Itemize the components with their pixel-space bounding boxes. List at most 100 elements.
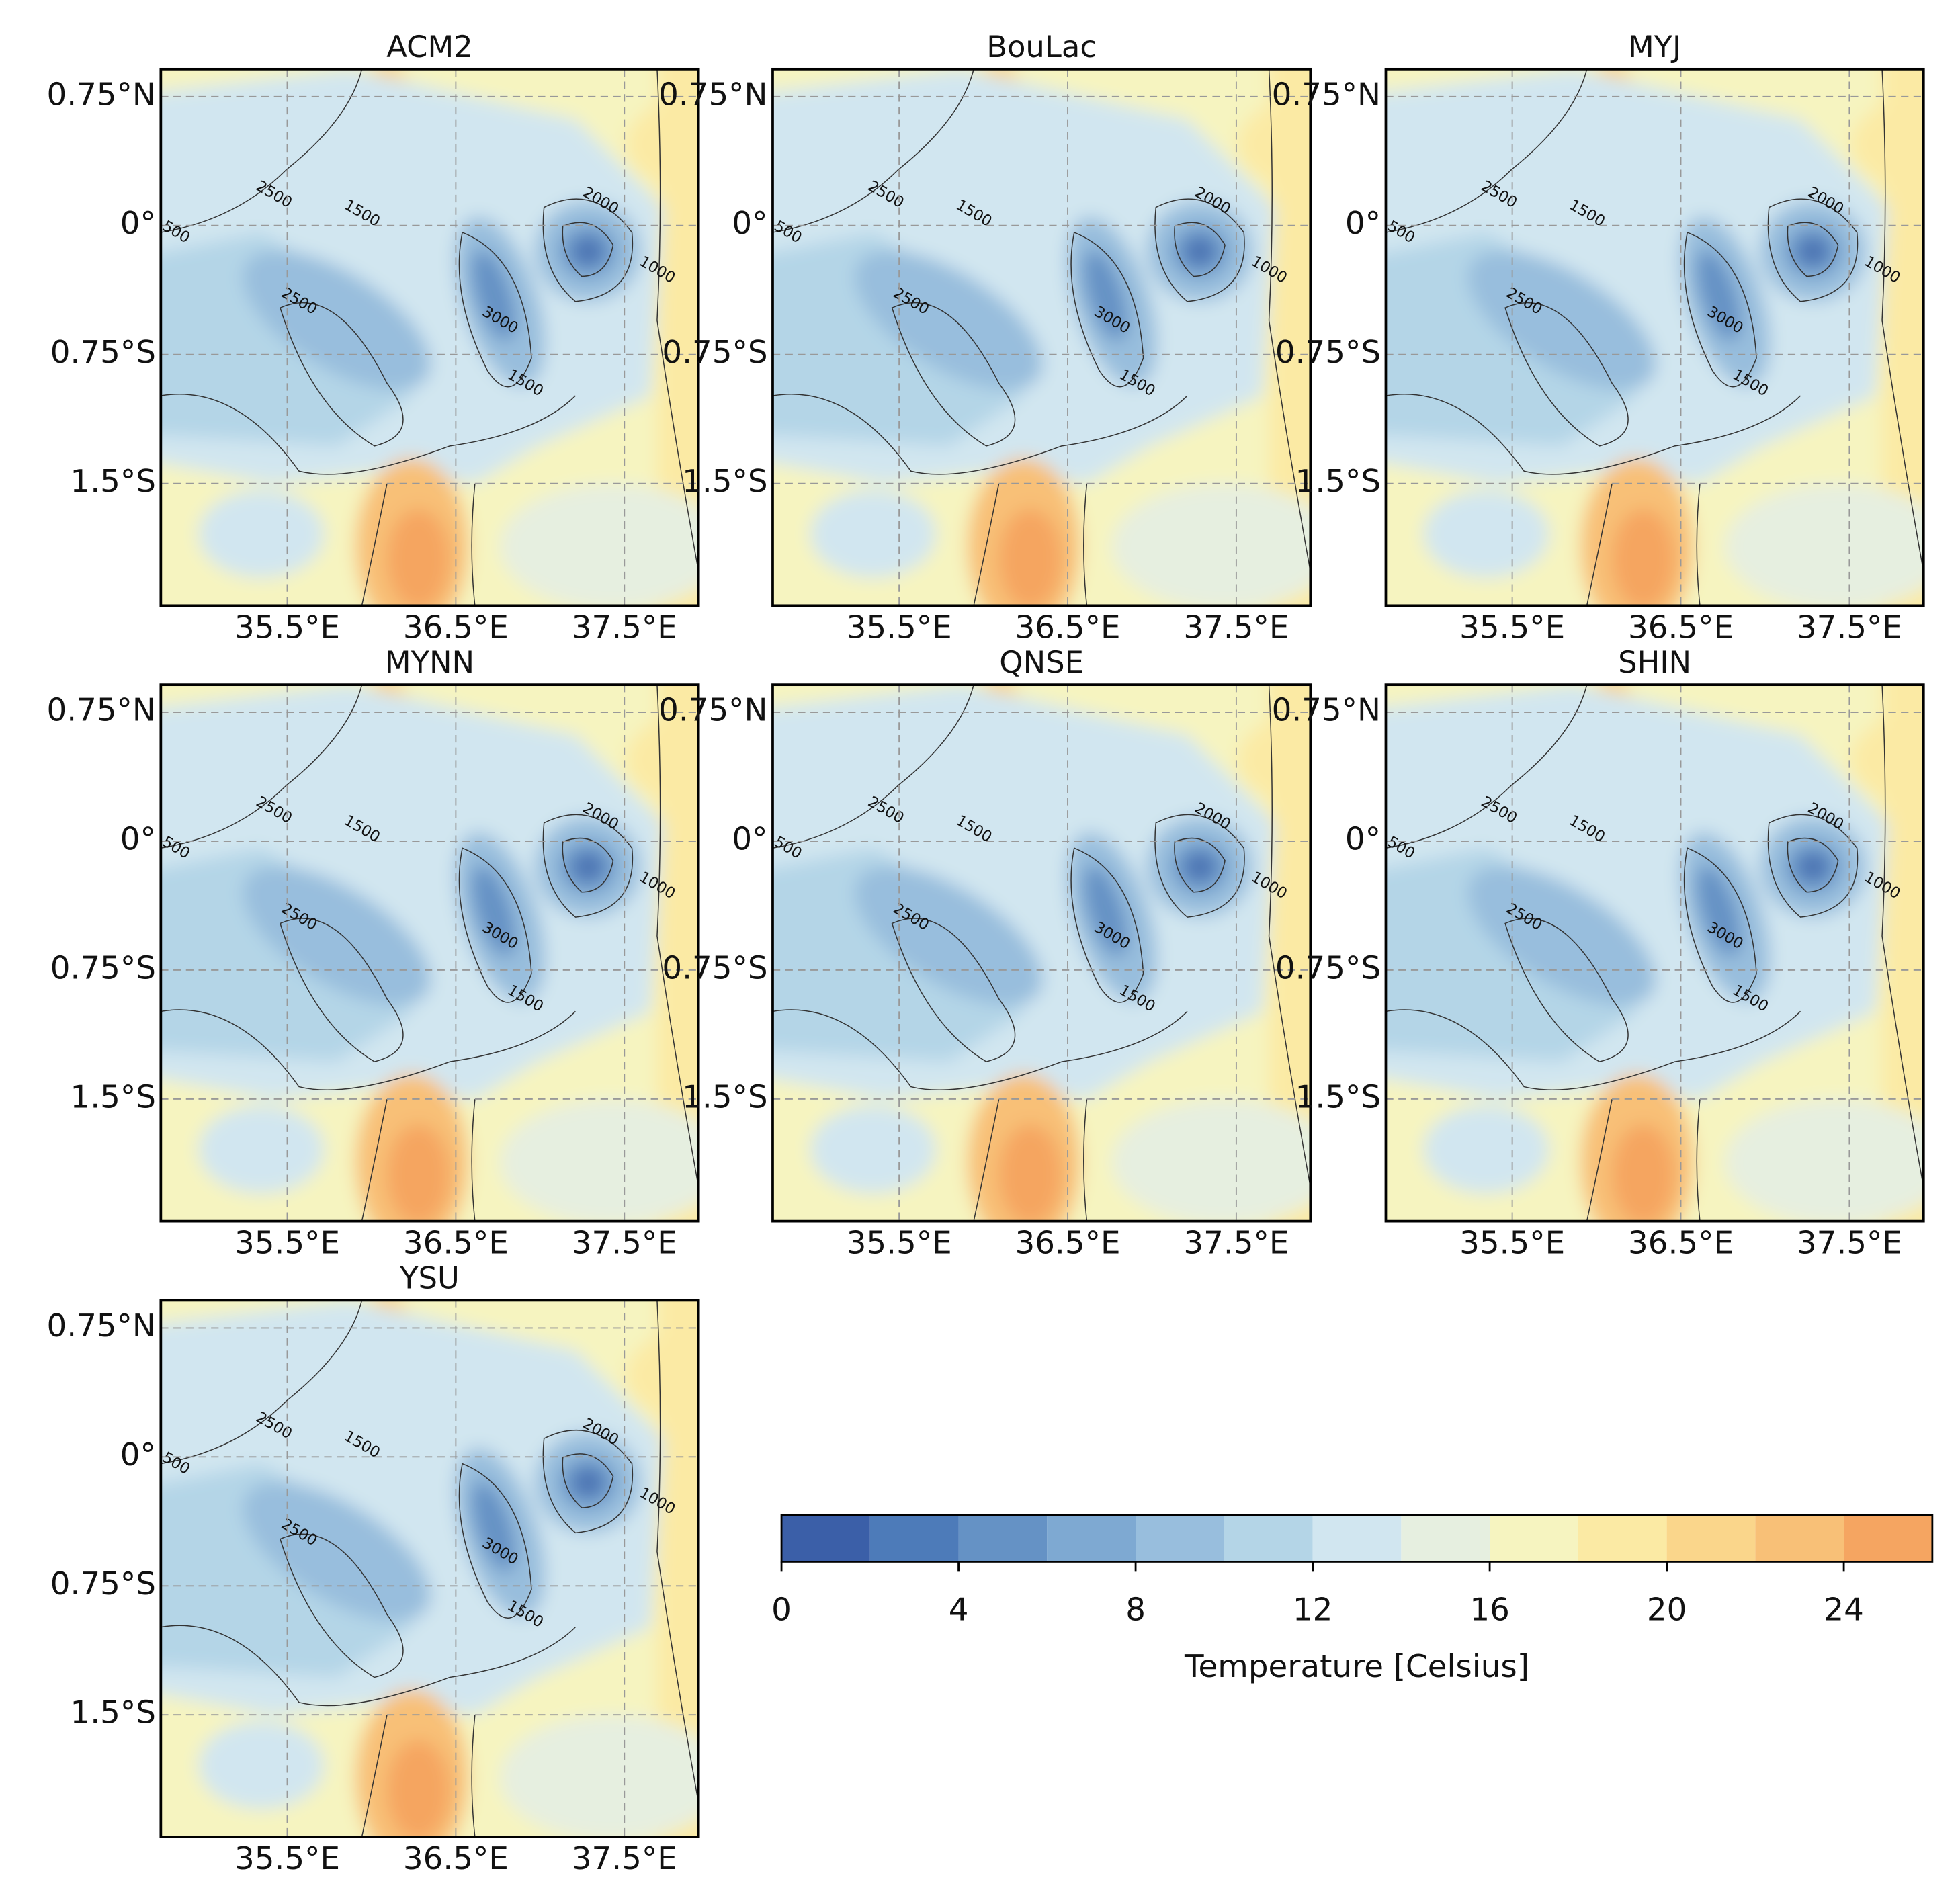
colorbar-bin xyxy=(1755,1515,1844,1562)
lon-tick-label: 37.5°E xyxy=(572,609,677,646)
colorbar: 0 4 8 12 16 20 24 Temperature [Celsius] xyxy=(771,1514,1934,1685)
elevation-contour xyxy=(458,1463,532,1619)
elevation-contour xyxy=(1070,231,1144,388)
field-patch xyxy=(810,1105,937,1194)
field-patch xyxy=(1850,89,1924,200)
elevation-contour xyxy=(772,1009,1188,1090)
elevation-contour xyxy=(1083,1099,1088,1221)
elevation-contour xyxy=(161,1625,576,1707)
panel-frame xyxy=(1384,67,1925,607)
panel-frame xyxy=(159,683,700,1223)
colorbar-tick-label: 24 xyxy=(1824,1592,1863,1629)
lon-tick-label: 35.5°E xyxy=(235,1225,340,1262)
elevation-contour xyxy=(161,685,363,849)
lon-tick-label: 36.5°E xyxy=(1015,609,1121,646)
temperature-field xyxy=(161,1300,699,1837)
lat-tick-label: 1.5°S xyxy=(71,1695,156,1731)
elevation-contour xyxy=(1504,302,1629,447)
lat-tick-label: 0.75°N xyxy=(46,693,155,729)
lon-tick-label: 35.5°E xyxy=(847,1225,952,1262)
field-patch xyxy=(198,1105,325,1194)
panel-frame xyxy=(159,67,700,607)
elevation-contour xyxy=(1767,814,1859,918)
elevation-contour xyxy=(1787,837,1839,893)
elevation-contour xyxy=(542,198,634,302)
lon-tick-label: 35.5°E xyxy=(1459,1225,1565,1262)
temperature-field xyxy=(161,69,699,606)
lat-tick-label: 0.75°N xyxy=(1272,693,1381,729)
elevation-contour xyxy=(161,393,576,475)
panel-title: MYJ xyxy=(1628,29,1681,64)
colorbar-bin xyxy=(1666,1515,1756,1562)
elevation-contour xyxy=(361,483,388,606)
colorbar-bin xyxy=(1844,1515,1932,1562)
field-patch xyxy=(1189,857,1210,877)
field-patch xyxy=(578,1472,599,1493)
lon-tick-label: 36.5°E xyxy=(403,1841,509,1877)
lat-tick-label: 0.75°S xyxy=(50,335,156,371)
colorbar-tick-label: 4 xyxy=(949,1592,969,1629)
panel-title: YSU xyxy=(399,1260,460,1296)
colorbar-bin xyxy=(1136,1515,1224,1562)
field-patch xyxy=(1237,704,1311,816)
elevation-contour xyxy=(1586,483,1613,606)
temperature-field xyxy=(161,685,699,1221)
elevation-contour xyxy=(458,231,532,388)
colorbar-bin xyxy=(958,1515,1048,1562)
panel-title: MYNN xyxy=(385,644,474,680)
elevation-contour xyxy=(973,1099,1000,1221)
lat-tick-label: 0° xyxy=(732,822,767,858)
lon-tick-label: 37.5°E xyxy=(572,1841,677,1877)
field-patch xyxy=(998,509,1062,606)
elevation-contour xyxy=(772,393,1188,475)
elevation-contour xyxy=(361,1715,388,1837)
elevation-contour xyxy=(1268,685,1311,1188)
colorbar-bin xyxy=(1578,1515,1667,1562)
panel-frame xyxy=(771,683,1312,1223)
elevation-contour xyxy=(1386,393,1801,475)
elevation-contour xyxy=(471,483,476,606)
colorbar-bin xyxy=(781,1515,870,1562)
field-patch xyxy=(1725,483,1924,606)
field-patch xyxy=(1189,241,1210,261)
field-patch xyxy=(243,866,431,1006)
lat-tick-label: 0.75°N xyxy=(1272,77,1381,113)
elevation-contour xyxy=(542,814,634,918)
field-patch xyxy=(243,1481,431,1622)
lat-tick-label: 0.75°S xyxy=(50,950,156,986)
field-patch xyxy=(854,251,1043,390)
lon-tick-label: 37.5°E xyxy=(1183,1225,1289,1262)
colorbar-bin xyxy=(1224,1515,1313,1562)
lon-tick-label: 35.5°E xyxy=(1459,609,1565,646)
elevation-contour xyxy=(656,685,699,1188)
elevation-contour xyxy=(1881,685,1924,1188)
elevation-contour xyxy=(656,69,699,572)
elevation-contour xyxy=(1174,837,1226,893)
field-patch xyxy=(1612,509,1675,606)
lon-tick-label: 37.5°E xyxy=(1797,1225,1902,1262)
field-patch xyxy=(854,866,1043,1006)
lon-tick-label: 37.5°E xyxy=(1183,609,1289,646)
lat-tick-label: 0.75°S xyxy=(662,335,767,371)
colorbar-bin xyxy=(1312,1515,1402,1562)
lat-tick-label: 0.75°N xyxy=(46,1308,155,1344)
elevation-contour xyxy=(772,685,974,849)
field-patch xyxy=(198,490,325,578)
elevation-contour xyxy=(1386,69,1588,233)
field-patch xyxy=(1111,483,1311,606)
field-patch xyxy=(1612,1124,1675,1221)
elevation-contour xyxy=(562,837,614,893)
field-patch xyxy=(578,241,599,261)
lon-tick-label: 36.5°E xyxy=(1628,609,1734,646)
elevation-contour xyxy=(1504,918,1629,1062)
elevation-contour xyxy=(891,918,1016,1062)
panel-title: SHIN xyxy=(1618,644,1691,680)
